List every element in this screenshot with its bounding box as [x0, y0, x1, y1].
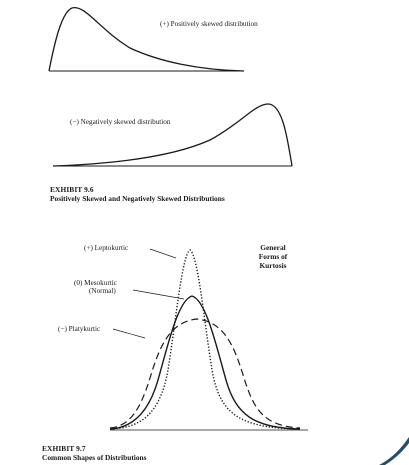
positive-skew-curve [48, 7, 245, 72]
exhibit-97-title: Common Shapes of Distributions [42, 453, 147, 462]
kurtosis-side-title-line-3: Kurtosis [259, 261, 287, 270]
positive-skew-figure [48, 7, 245, 72]
mesokurtic-pointer [132, 289, 185, 300]
corner-accent-shape [379, 437, 409, 465]
kurtosis-side-title: General Forms of Kurtosis [251, 243, 295, 270]
leptokurtic-pointer [149, 248, 177, 259]
platykurtic-pointer [112, 328, 146, 339]
negative-skew-figure [52, 103, 293, 167]
kurtosis-side-title-line-2: Forms of [258, 252, 288, 261]
platykurtic-label: (−) Platykurtic [58, 325, 101, 333]
exhibit-97-number: EXHIBIT 9.7 [42, 444, 86, 453]
exhibit-96-number: EXHIBIT 9.6 [50, 185, 94, 194]
mesokurtic-label: (0) Mesokurtic [74, 279, 117, 287]
exhibit-96-title: Positively Skewed and Negatively Skewed … [50, 194, 225, 203]
mesokurtic-curve [109, 295, 301, 430]
positive-skew-label: (+) Positively skewed distribution [160, 20, 258, 28]
leptokurtic-curve [109, 249, 301, 430]
negative-skew-label: (−) Negatively skewed distribution [70, 118, 171, 126]
kurtosis-side-title-line-1: General [260, 243, 286, 252]
platykurtic-curve [109, 318, 301, 429]
kurtosis-figure [109, 248, 308, 431]
negative-skew-curve [52, 103, 293, 167]
leptokurtic-label: (+) Leptokurtic [84, 244, 129, 252]
mesokurtic-sublabel: (Normal) [89, 287, 116, 295]
